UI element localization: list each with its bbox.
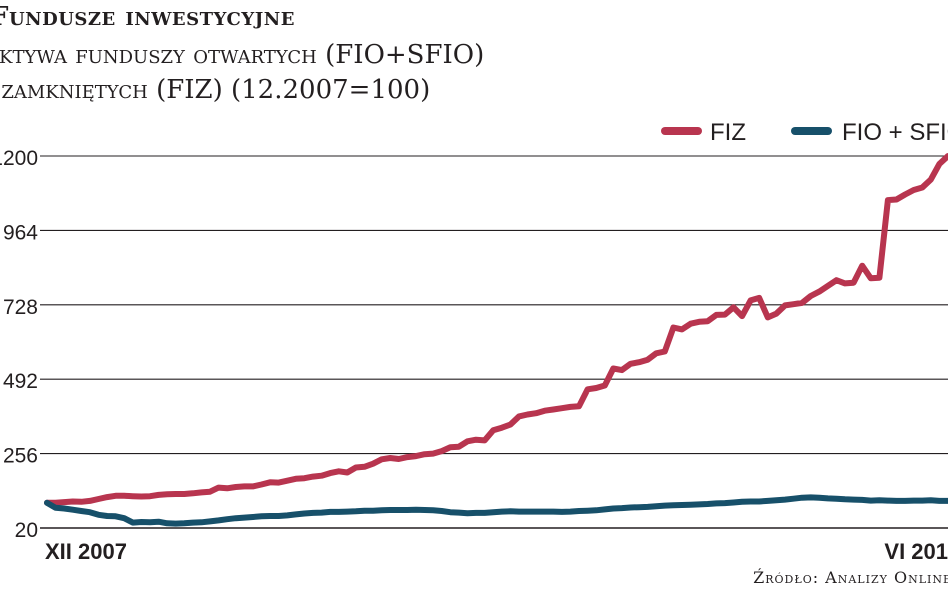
y-axis-ticks: 20 256 492 728 964 1200 [0, 147, 38, 542]
series-line-fiz [44, 153, 948, 506]
chart-subtitle-line2: i zamkniętych (FIZ) (12.2007=100) [0, 75, 431, 105]
x-tick-label-1: VI 201 [884, 539, 948, 564]
chart-title: Fundusze inwestycyjne [0, 2, 295, 32]
y-tick-label-1200: 1200 [0, 147, 38, 170]
y-tick-label-256: 256 [3, 445, 38, 468]
series-lines [44, 153, 948, 527]
legend-fiz-label: FIZ [710, 119, 746, 146]
source-note: Źródło: Analizy Online [753, 568, 948, 587]
y-tick-label-728: 728 [3, 296, 38, 319]
y-tick-label-492: 492 [3, 370, 38, 393]
legend: FIZ FIO + SFIO [661, 119, 948, 146]
y-tick-label-20: 20 [15, 519, 38, 542]
y-tick-label-964: 964 [3, 221, 38, 244]
grid-lines [40, 155, 948, 529]
x-tick-label-0: XII 2007 [45, 539, 127, 564]
chart-subtitle-line1: aktywa funduszy otwartych (FIO+SFIO) [0, 40, 485, 70]
series-line-fio-sfio [44, 494, 948, 527]
x-axis-ticks: XII 2007 VI 201 [45, 539, 948, 564]
legend-fio-label: FIO + SFIO [842, 119, 948, 146]
